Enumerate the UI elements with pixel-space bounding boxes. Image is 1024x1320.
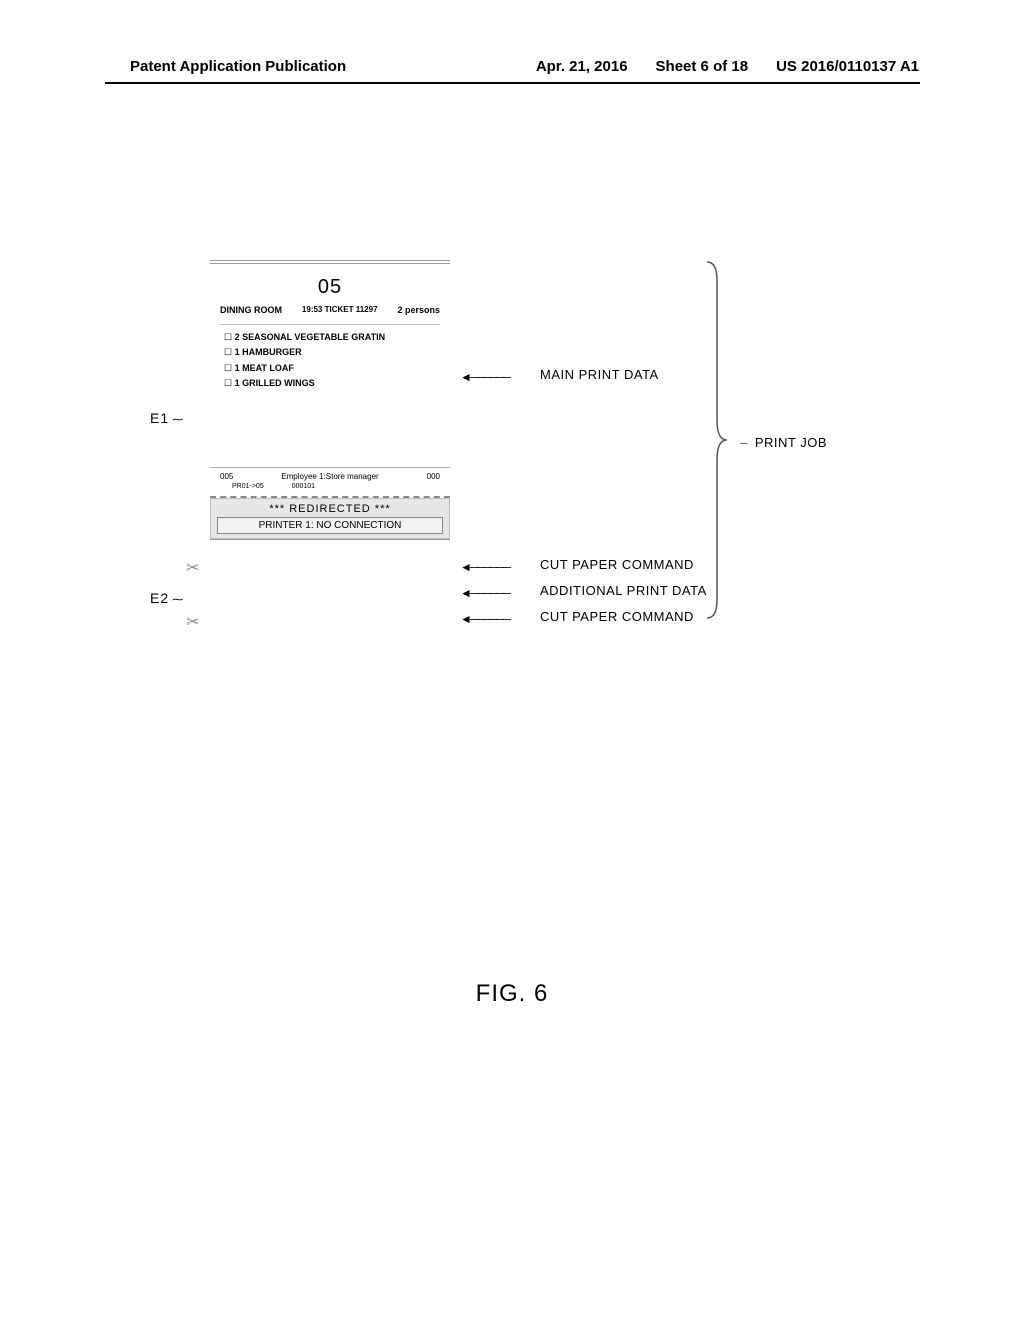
cut-line bbox=[210, 539, 450, 540]
receipt: 05 DINING ROOM 19:53 TICKET 11297 2 pers… bbox=[210, 260, 450, 540]
scissor-icon: ✂ bbox=[186, 612, 199, 632]
order-item: 1 HAMBURGER bbox=[224, 346, 440, 360]
label-e1: E1⁓ bbox=[150, 410, 184, 426]
footer-route: PR01->05 bbox=[232, 483, 264, 490]
receipt-footer: 005 Employee 1:Store manager 000 PR01->0… bbox=[210, 467, 450, 494]
label-additional-print-data: ADDITIONAL PRINT DATA bbox=[540, 583, 707, 598]
order-item: 2 SEASONAL VEGETABLE GRATIN bbox=[224, 331, 440, 345]
scissor-icon: ✂ bbox=[186, 558, 199, 578]
header-sheet: Sheet 6 of 18 bbox=[656, 58, 749, 75]
redirect-title: *** REDIRECTED *** bbox=[217, 503, 443, 515]
order-item: 1 GRILLED WINGS bbox=[224, 377, 440, 391]
arrow-icon bbox=[460, 370, 509, 384]
redirect-message: PRINTER 1: NO CONNECTION bbox=[217, 517, 443, 534]
header-date: Apr. 21, 2016 bbox=[536, 58, 628, 75]
label-print-job: PRINT JOB bbox=[740, 435, 827, 450]
label-main-print-data: MAIN PRINT DATA bbox=[540, 367, 659, 382]
footer-code-left: 005 bbox=[220, 472, 233, 481]
order-item: 1 MEAT LOAF bbox=[224, 362, 440, 376]
header-left: Patent Application Publication bbox=[130, 58, 346, 75]
page-header: Patent Application Publication Apr. 21, … bbox=[0, 58, 1024, 75]
arrow-icon bbox=[460, 612, 509, 626]
receipt-main-section: 05 DINING ROOM 19:53 TICKET 11297 2 pers… bbox=[210, 264, 450, 467]
figure-caption: FIG. 6 bbox=[0, 980, 1024, 1008]
receipt-location: DINING ROOM bbox=[220, 304, 282, 318]
brace-bracket bbox=[705, 260, 727, 620]
label-e2: E2⁓ bbox=[150, 590, 184, 606]
receipt-ticket: 19:53 TICKET 11297 bbox=[302, 304, 378, 318]
footer-serial: 000101 bbox=[292, 483, 315, 490]
receipt-persons: 2 persons bbox=[397, 304, 440, 318]
table-number: 05 bbox=[220, 272, 440, 302]
arrow-icon bbox=[460, 586, 509, 600]
arrow-icon bbox=[460, 560, 509, 574]
footer-employee: Employee 1:Store manager bbox=[281, 472, 378, 481]
header-pubnum: US 2016/0110137 A1 bbox=[776, 58, 919, 75]
label-cut-paper-command: CUT PAPER COMMAND bbox=[540, 557, 694, 572]
label-cut-paper-command: CUT PAPER COMMAND bbox=[540, 609, 694, 624]
header-rule bbox=[105, 82, 920, 84]
footer-code-right: 000 bbox=[427, 472, 440, 481]
receipt-redirect-section: *** REDIRECTED *** PRINTER 1: NO CONNECT… bbox=[210, 498, 450, 539]
